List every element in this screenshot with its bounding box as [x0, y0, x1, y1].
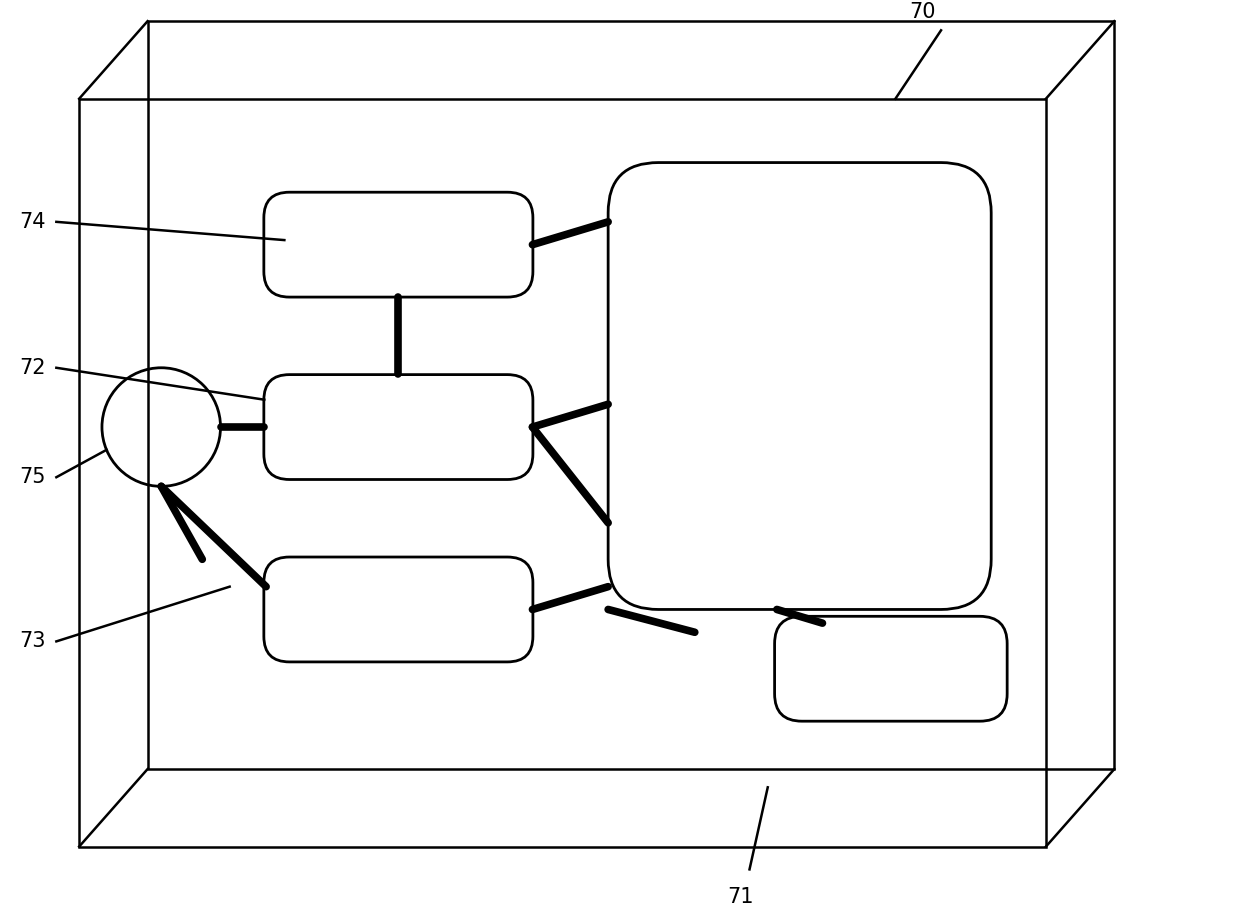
Text: 73: 73	[19, 631, 46, 651]
Text: 74: 74	[19, 212, 46, 231]
Text: 75: 75	[19, 468, 46, 487]
Text: 71: 71	[727, 887, 754, 907]
Text: 72: 72	[19, 358, 46, 378]
Text: 70: 70	[910, 2, 936, 22]
